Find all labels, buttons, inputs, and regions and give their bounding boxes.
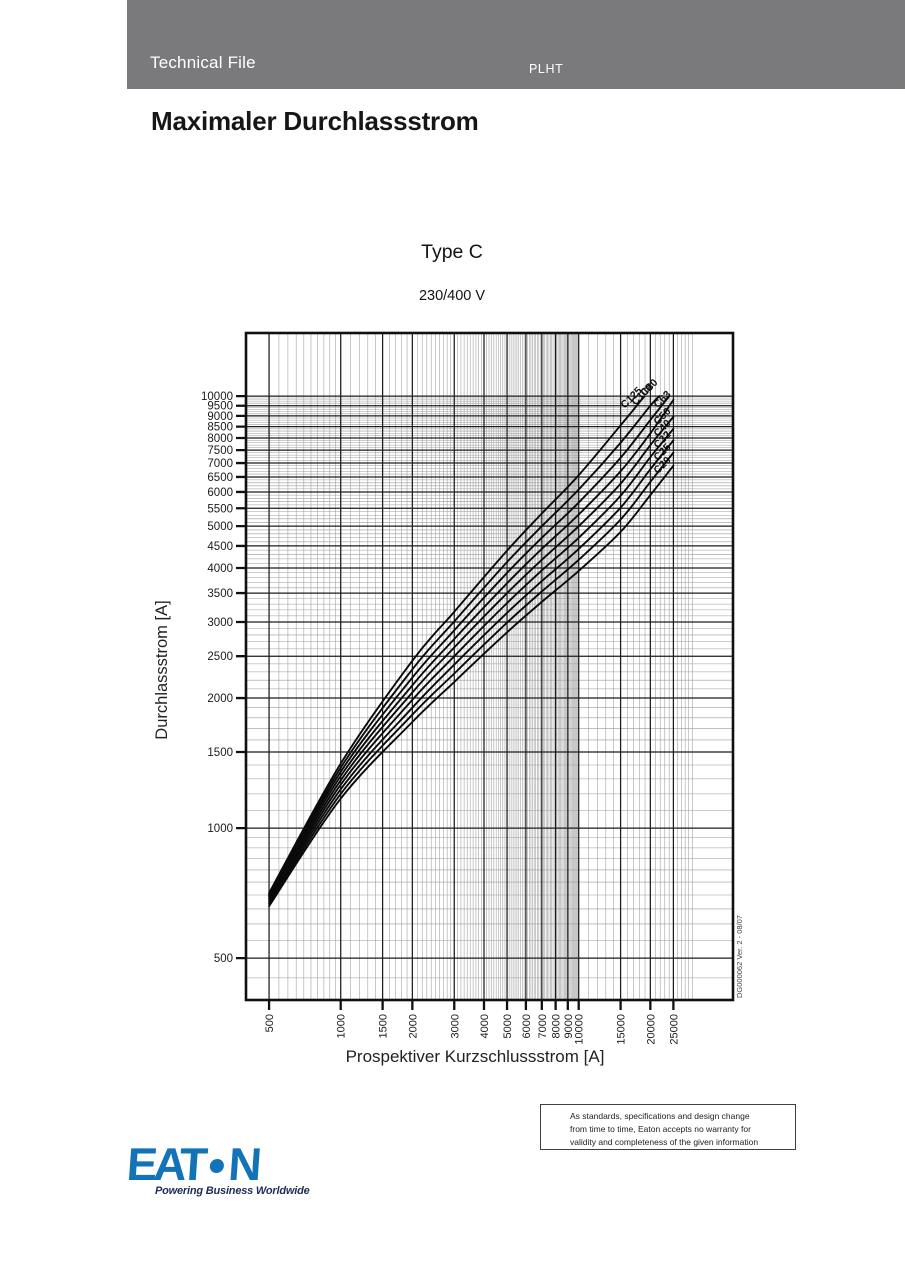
page-title: Maximaler Durchlassstrom <box>151 106 479 136</box>
svg-text:7000: 7000 <box>537 1014 549 1038</box>
svg-text:500: 500 <box>264 1014 276 1032</box>
svg-text:25000: 25000 <box>668 1014 680 1045</box>
curve-C20 <box>268 464 675 908</box>
svg-text:3500: 3500 <box>207 588 233 600</box>
logo-letter-n: N <box>226 1138 260 1190</box>
let-through-current-chart: 500 1000 1500 2000 2500 3000 3500 4000 4500 5000 5… <box>153 331 744 1066</box>
eaton-logo-word: EAT N <box>125 1138 311 1190</box>
svg-text:10000: 10000 <box>574 1014 586 1045</box>
svg-text:5000: 5000 <box>207 521 233 533</box>
svg-text:6000: 6000 <box>207 487 233 499</box>
curve-C100 <box>268 395 661 896</box>
svg-text:1500: 1500 <box>378 1014 390 1038</box>
svg-text:6000: 6000 <box>521 1014 533 1038</box>
svg-text:7000: 7000 <box>207 458 233 470</box>
eaton-tagline: Powering Business Worldwide <box>155 1185 310 1197</box>
svg-text:2000: 2000 <box>407 1014 419 1038</box>
svg-text:10000: 10000 <box>201 391 233 403</box>
svg-text:500: 500 <box>214 953 233 965</box>
svg-text:1000: 1000 <box>336 1014 348 1038</box>
svg-text:1000: 1000 <box>207 823 233 835</box>
banner-title: Technical File <box>150 53 256 72</box>
svg-text:3000: 3000 <box>207 617 233 629</box>
svg-text:15000: 15000 <box>616 1014 628 1045</box>
svg-text:3000: 3000 <box>449 1014 461 1038</box>
svg-text:5000: 5000 <box>502 1014 514 1038</box>
svg-text:9000: 9000 <box>563 1014 575 1038</box>
logo-letters-eat: EAT <box>125 1138 206 1190</box>
svg-text:4000: 4000 <box>207 563 233 575</box>
svg-text:7500: 7500 <box>207 445 233 457</box>
svg-text:1500: 1500 <box>207 747 233 759</box>
curve-C125 <box>268 395 646 895</box>
svg-text:5500: 5500 <box>207 503 233 515</box>
svg-text:2500: 2500 <box>207 651 233 663</box>
disclaimer-line: As standards, specifications and design … <box>570 1111 750 1121</box>
svg-text:DG000062 Ver. 2 - 08/07: DG000062 Ver. 2 - 08/07 <box>735 915 744 998</box>
svg-text:8500: 8500 <box>207 422 233 434</box>
svg-text:8000: 8000 <box>551 1014 563 1038</box>
svg-text:Durchlassstrom [A]: Durchlassstrom [A] <box>153 600 171 739</box>
svg-text:6500: 6500 <box>207 472 233 484</box>
chart-subtitle: 230/400 V <box>418 288 486 304</box>
svg-text:9000: 9000 <box>207 411 233 423</box>
logo-o-dot-icon <box>208 1159 224 1173</box>
svg-text:2000: 2000 <box>207 693 233 705</box>
disclaimer-line: validity and completeness of the given i… <box>570 1137 759 1148</box>
svg-text:8000: 8000 <box>207 433 233 445</box>
curve-C63 <box>268 398 675 898</box>
curve-C32 <box>268 439 675 903</box>
svg-text:9500: 9500 <box>207 401 233 413</box>
svg-text:4500: 4500 <box>207 541 233 553</box>
eaton-logo: EAT N Powering Business Worldwide <box>125 1138 311 1197</box>
disclaimer-line: from time to time, Eaton accepts no warr… <box>570 1124 751 1135</box>
header-banner: Technical File PLHT <box>127 0 905 89</box>
svg-text:Prospektiver Kurzschlussstrom: Prospektiver Kurzschlussstrom [A] <box>346 1047 605 1066</box>
curve-C50 <box>268 415 675 900</box>
curve-C40 <box>268 427 675 901</box>
curve-C25 <box>268 451 675 905</box>
product-code: PLHT <box>529 62 564 76</box>
svg-text:20000: 20000 <box>645 1014 657 1045</box>
curve-C80 <box>268 395 671 897</box>
svg-text:4000: 4000 <box>479 1014 491 1038</box>
disclaimer-box: As standards, specifications and design … <box>540 1104 796 1150</box>
chart-title: Type C <box>421 241 483 263</box>
